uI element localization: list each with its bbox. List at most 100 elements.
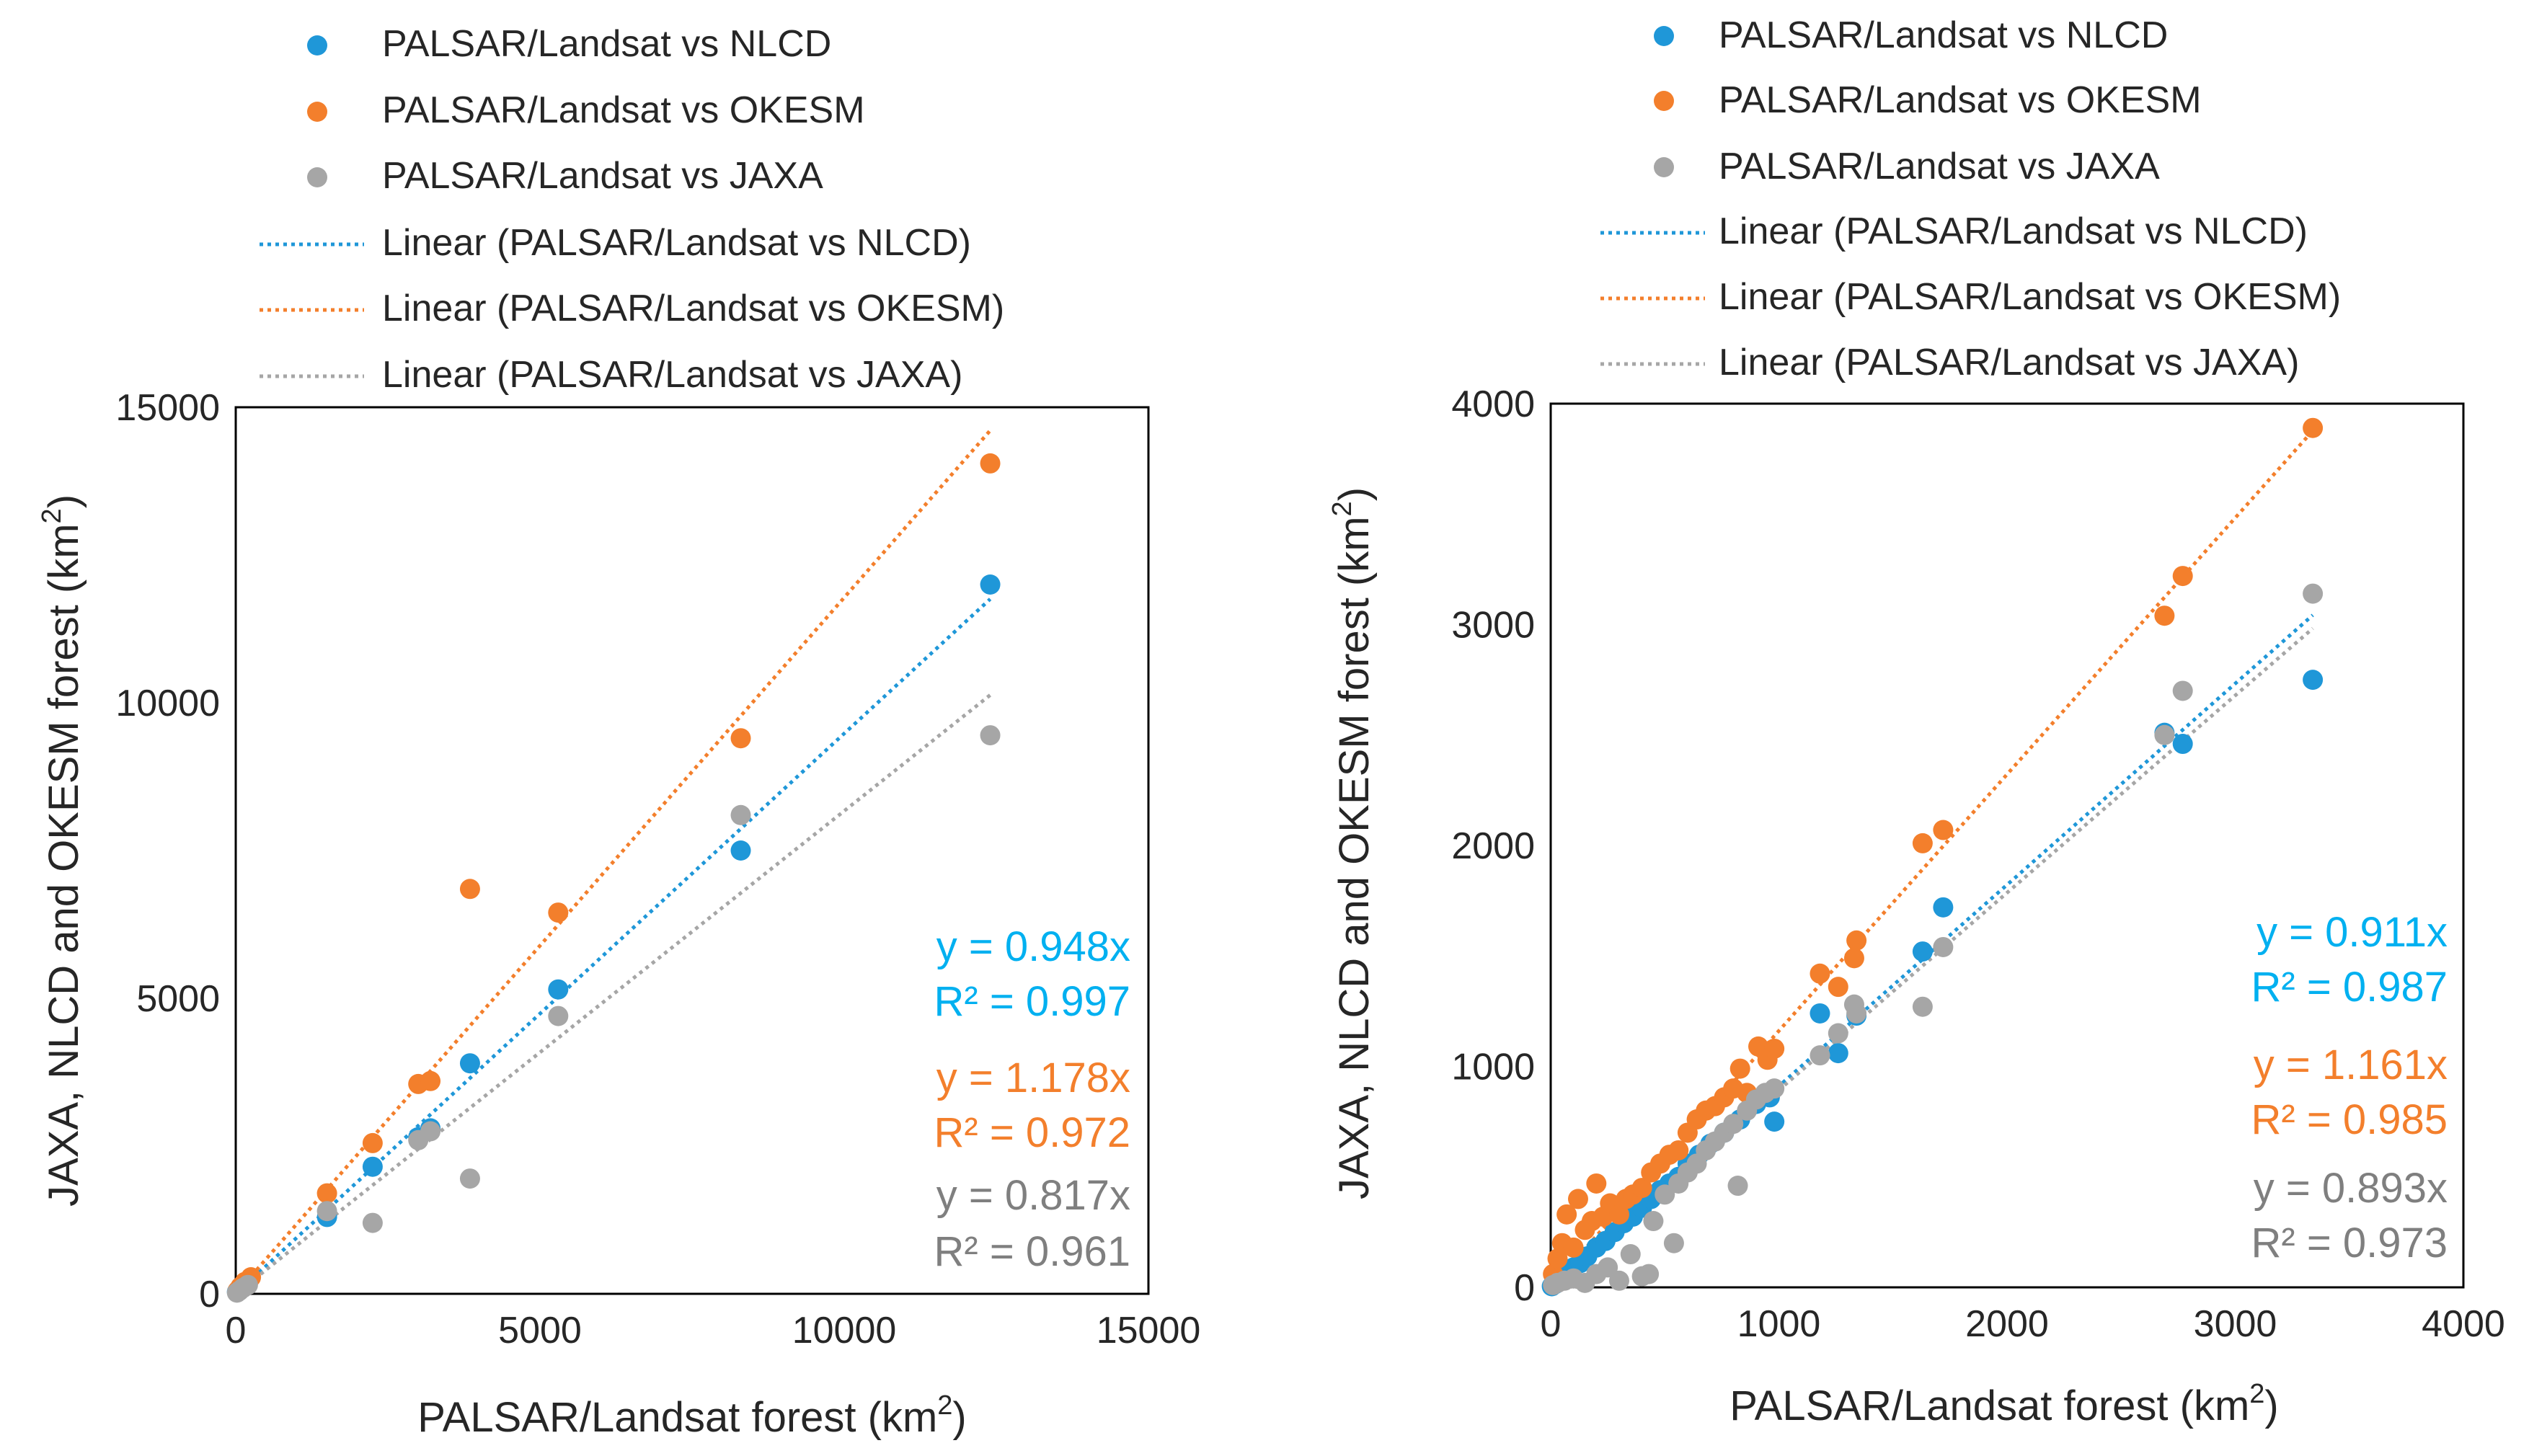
- point-nlcd[interactable]: [362, 1156, 383, 1177]
- point-okesm[interactable]: [1586, 1173, 1607, 1194]
- point-nlcd[interactable]: [2303, 670, 2324, 691]
- legend-item-trend-nlcd[interactable]: Linear (PALSAR/Landsat vs NLCD): [260, 222, 971, 264]
- legend-marker-jaxa: [307, 167, 327, 187]
- r2-jaxa: R² = 0.973: [2251, 1220, 2448, 1266]
- point-jaxa[interactable]: [2303, 583, 2324, 604]
- point-jaxa[interactable]: [1912, 996, 1933, 1017]
- point-jaxa[interactable]: [980, 725, 1001, 746]
- y-tick-label: 15000: [115, 387, 220, 429]
- point-okesm[interactable]: [1933, 820, 1954, 840]
- point-okesm[interactable]: [730, 728, 751, 749]
- point-jaxa[interactable]: [1598, 1257, 1618, 1278]
- point-okesm[interactable]: [548, 902, 569, 923]
- point-jaxa[interactable]: [1655, 1184, 1675, 1205]
- legend-label-okesm: PALSAR/Landsat vs OKESM: [1719, 79, 2202, 121]
- r2-okesm: R² = 0.972: [934, 1109, 1130, 1156]
- point-okesm[interactable]: [1729, 1058, 1750, 1079]
- plot-area-frame: [1549, 402, 2465, 1289]
- point-nlcd[interactable]: [548, 979, 569, 1000]
- point-jaxa[interactable]: [1608, 1270, 1629, 1291]
- x-axis-title: PALSAR/Landsat forest (km2): [1729, 1379, 2278, 1429]
- point-okesm[interactable]: [1567, 1189, 1588, 1209]
- legend-item-trend-okesm[interactable]: Linear (PALSAR/Landsat vs OKESM): [1600, 276, 2341, 318]
- equations: y = 0.948x R² = 0.997 y = 1.178x R² = 0.…: [934, 923, 1130, 1275]
- point-jaxa[interactable]: [459, 1168, 480, 1189]
- legend-item-trend-jaxa[interactable]: Linear (PALSAR/Landsat vs JAXA): [1600, 342, 2299, 383]
- point-jaxa[interactable]: [316, 1201, 337, 1222]
- point-okesm[interactable]: [362, 1132, 383, 1153]
- legend-trend-label-nlcd: Linear (PALSAR/Landsat vs NLCD): [382, 222, 971, 264]
- point-okesm[interactable]: [1608, 1204, 1629, 1225]
- point-okesm[interactable]: [1843, 948, 1864, 969]
- x-tick-label: 10000: [792, 1310, 897, 1351]
- point-okesm[interactable]: [2154, 605, 2175, 626]
- y-tick-label: 2000: [1451, 825, 1535, 867]
- point-okesm[interactable]: [1547, 1248, 1568, 1269]
- point-jaxa[interactable]: [1828, 1023, 1848, 1044]
- legend-label-nlcd: PALSAR/Landsat vs NLCD: [1719, 14, 2168, 56]
- legend-item-okesm[interactable]: PALSAR/Landsat vs OKESM: [1654, 79, 2202, 121]
- point-okesm[interactable]: [1828, 977, 1848, 998]
- legend-item-okesm[interactable]: PALSAR/Landsat vs OKESM: [307, 89, 865, 131]
- legend-item-nlcd[interactable]: PALSAR/Landsat vs NLCD: [307, 23, 831, 65]
- x-tick-label: 2000: [1965, 1303, 2049, 1345]
- point-jaxa[interactable]: [237, 1274, 258, 1295]
- y-axis-title: JAXA, NLCD and OKESM forest (km2): [1327, 487, 1378, 1199]
- legend-item-nlcd[interactable]: PALSAR/Landsat vs NLCD: [1654, 14, 2168, 56]
- point-okesm[interactable]: [459, 879, 480, 900]
- point-okesm[interactable]: [1668, 1140, 1689, 1160]
- point-jaxa[interactable]: [362, 1212, 383, 1233]
- r2-nlcd: R² = 0.997: [934, 978, 1130, 1025]
- tick-labels: 0 5000 10000 15000 0 5000 10000 15000: [115, 387, 1200, 1351]
- trendline-jaxa: [234, 693, 992, 1295]
- point-jaxa[interactable]: [548, 1006, 569, 1026]
- point-okesm[interactable]: [1556, 1204, 1577, 1225]
- point-nlcd[interactable]: [730, 840, 751, 861]
- point-okesm[interactable]: [1810, 963, 1830, 984]
- point-nlcd[interactable]: [1828, 1043, 1848, 1064]
- point-nlcd[interactable]: [1764, 1111, 1785, 1132]
- legend-item-trend-okesm[interactable]: Linear (PALSAR/Landsat vs OKESM): [260, 288, 1004, 329]
- legend-item-jaxa[interactable]: PALSAR/Landsat vs JAXA: [1654, 146, 2160, 187]
- point-okesm[interactable]: [316, 1183, 337, 1204]
- point-jaxa[interactable]: [1643, 1211, 1664, 1232]
- point-jaxa[interactable]: [1639, 1264, 1660, 1284]
- point-nlcd[interactable]: [2172, 734, 2193, 755]
- point-jaxa[interactable]: [1727, 1176, 1748, 1197]
- legend-item-trend-jaxa[interactable]: Linear (PALSAR/Landsat vs JAXA): [260, 354, 962, 396]
- point-okesm[interactable]: [980, 453, 1001, 474]
- point-jaxa[interactable]: [1810, 1045, 1830, 1066]
- point-okesm[interactable]: [1563, 1237, 1584, 1258]
- legend-marker-nlcd: [307, 35, 327, 56]
- point-jaxa[interactable]: [1620, 1244, 1641, 1265]
- point-nlcd[interactable]: [459, 1053, 480, 1074]
- point-jaxa[interactable]: [1764, 1078, 1785, 1099]
- legend-trend-label-okesm: Linear (PALSAR/Landsat vs OKESM): [382, 288, 1004, 329]
- y-tick-label: 5000: [136, 978, 220, 1020]
- point-okesm[interactable]: [1764, 1038, 1785, 1059]
- point-okesm[interactable]: [2172, 566, 2193, 587]
- point-okesm[interactable]: [420, 1070, 441, 1091]
- point-nlcd[interactable]: [1933, 897, 1954, 918]
- point-okesm[interactable]: [1631, 1178, 1652, 1199]
- point-nlcd[interactable]: [1810, 1003, 1830, 1024]
- point-jaxa[interactable]: [1933, 936, 1954, 957]
- point-nlcd[interactable]: [1912, 941, 1933, 962]
- point-jaxa[interactable]: [420, 1121, 441, 1142]
- point-jaxa[interactable]: [1663, 1233, 1684, 1253]
- point-okesm[interactable]: [1846, 930, 1867, 951]
- point-jaxa[interactable]: [1723, 1114, 1744, 1135]
- legend: PALSAR/Landsat vs NLCD PALSAR/Landsat vs…: [1600, 14, 2341, 383]
- legend-trend-label-jaxa: Linear (PALSAR/Landsat vs JAXA): [1719, 342, 2299, 383]
- equation-jaxa: y = 0.893x: [2254, 1165, 2448, 1212]
- point-jaxa[interactable]: [1846, 1003, 1867, 1024]
- legend-item-jaxa[interactable]: PALSAR/Landsat vs JAXA: [307, 155, 823, 197]
- point-jaxa[interactable]: [2154, 724, 2175, 745]
- point-okesm[interactable]: [2303, 417, 2324, 438]
- point-nlcd[interactable]: [980, 574, 1001, 595]
- legend-item-trend-nlcd[interactable]: Linear (PALSAR/Landsat vs NLCD): [1600, 210, 2308, 252]
- point-okesm[interactable]: [1912, 833, 1933, 853]
- x-tick-label: 1000: [1737, 1303, 1821, 1345]
- point-jaxa[interactable]: [730, 804, 751, 825]
- point-jaxa[interactable]: [2172, 680, 2193, 701]
